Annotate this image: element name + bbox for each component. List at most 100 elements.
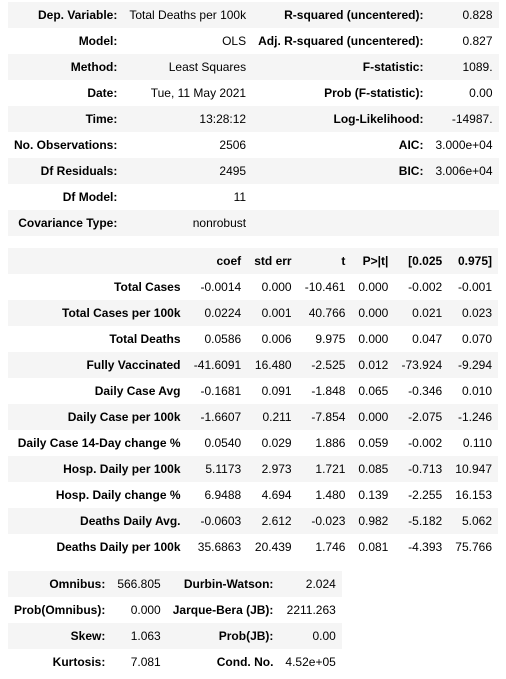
coefficient-value: 0.139: [358, 488, 389, 502]
summary-label: R-squared (uncentered):: [252, 2, 430, 28]
coefficient-row: Hosp. Daily per 100k 5.1173 2.973 1.721 0.08…: [8, 456, 498, 482]
model-summary-body: Dep. Variable: Total Deaths per 100k R-squ…: [8, 2, 499, 236]
diagnostics-value: 2.024: [279, 571, 342, 597]
coefficient-row: Daily Case Avg -0.1681 0.091 -1.848 0.065 -0.…: [8, 378, 498, 404]
diagnostics-value: 0.000: [130, 603, 161, 617]
summary-row: Df Model: 11: [8, 184, 499, 210]
diagnostics-row: Omnibus: 566.805 Durbin-Watson: 2.024: [8, 571, 342, 597]
coefficient-value: 0.982: [351, 508, 395, 534]
diagnostics-body: Omnibus: 566.805 Durbin-Watson: 2.024 Prob(O…: [8, 571, 342, 675]
coefficients-table: coef std err t P>|t| [0.025 0.975] Total Case…: [8, 248, 498, 560]
diagnostics-value: 4.52e+05: [285, 655, 336, 669]
coefficient-value: 0.081: [358, 540, 389, 554]
diagnostics-label: Prob(Omnibus):: [14, 603, 106, 617]
coefficient-value: -0.713: [394, 456, 449, 482]
coefficient-value: -5.182: [394, 508, 449, 534]
coefficient-row: Total Cases per 100k 0.0224 0.001 40.766 0.0…: [8, 300, 498, 326]
diagnostics-row: Kurtosis: 7.081 Cond. No. 4.52e+05: [8, 649, 342, 675]
coefficient-value: 0.211: [247, 404, 298, 430]
summary-value: Least Squares: [123, 54, 253, 80]
diagnostics-label: Cond. No.: [216, 655, 274, 669]
summary-value: 0.00: [469, 86, 493, 100]
summary-value: Total Deaths per 100k: [123, 2, 253, 28]
coefficient-value: 16.153: [455, 488, 492, 502]
coefficient-row: Deaths Daily per 100k 35.6863 20.439 1.746 0…: [8, 534, 498, 560]
coefficient-value: 1.721: [297, 456, 352, 482]
column-header: [0.025: [394, 248, 449, 274]
summary-value: 2506: [219, 138, 247, 152]
coefficient-value: -9.294: [448, 352, 498, 378]
variable-name: Fully Vaccinated: [8, 352, 187, 378]
diagnostics-label: Kurtosis:: [52, 655, 106, 669]
coefficient-value: 0.070: [461, 332, 492, 346]
variable-name: Deaths Daily Avg.: [8, 508, 187, 534]
variable-name: Hosp. Daily change %: [55, 488, 181, 502]
summary-value: 3.000e+04: [435, 138, 493, 152]
summary-label: Covariance Type:: [8, 210, 124, 236]
coefficient-value: 5.062: [448, 508, 498, 534]
summary-label: Method:: [8, 54, 124, 80]
coefficient-value: -0.002: [408, 436, 443, 450]
coefficient-row: Daily Case per 100k -1.6607 0.211 -7.854 0.0…: [8, 404, 498, 430]
coefficient-value: 0.000: [351, 300, 395, 326]
coefficient-value: 1.480: [315, 488, 346, 502]
coefficient-value: 0.001: [247, 300, 298, 326]
coefficient-value: 0.0586: [204, 332, 242, 346]
summary-label: AIC:: [398, 138, 424, 152]
summary-row: Df Residuals: 2495 BIC: 3.006e+04: [8, 158, 499, 184]
coefficient-value: -0.1681: [200, 384, 242, 398]
diagnostics-label: Jarque-Bera (JB):: [172, 603, 274, 617]
coefficient-value: -1.848: [311, 384, 346, 398]
column-header: t: [297, 248, 352, 274]
coefficient-value: 0.006: [261, 332, 292, 346]
summary-label: Model:: [78, 34, 118, 48]
coefficient-value: 0.029: [261, 436, 292, 450]
summary-label: Date:: [87, 86, 118, 100]
summary-value: [429, 184, 498, 210]
summary-row: Dep. Variable: Total Deaths per 100k R-squ…: [8, 2, 499, 28]
coefficient-value: 2.973: [247, 456, 298, 482]
diagnostics-label: Prob(JB):: [166, 623, 280, 649]
coefficient-value: 0.000: [261, 280, 292, 294]
summary-value: 1089.: [429, 54, 499, 80]
coefficient-value: 1.886: [315, 436, 346, 450]
coefficient-value: -0.002: [408, 280, 443, 294]
coefficient-value: 0.010: [461, 384, 492, 398]
coefficient-value: -0.346: [408, 384, 443, 398]
column-header: P>|t|: [351, 248, 395, 274]
coefficient-value: -41.6091: [186, 352, 248, 378]
column-header: coef: [186, 248, 248, 274]
coefficient-value: 0.000: [358, 332, 389, 346]
summary-label: Log-Likelihood:: [252, 106, 430, 132]
coefficient-value: 0.000: [351, 404, 395, 430]
coefficient-value: 1.746: [315, 540, 346, 554]
model-summary-table: Dep. Variable: Total Deaths per 100k R-squ…: [8, 2, 499, 236]
variable-name: Hosp. Daily per 100k: [8, 456, 187, 482]
diagnostics-value: 1.063: [111, 623, 167, 649]
coefficient-value: -1.6607: [186, 404, 248, 430]
coefficient-value: -1.246: [448, 404, 498, 430]
coefficient-value: 0.085: [351, 456, 395, 482]
coefficient-value: -10.461: [304, 280, 346, 294]
variable-name: Total Cases per 100k: [8, 300, 187, 326]
summary-label: Time:: [8, 106, 124, 132]
summary-value: -14987.: [429, 106, 499, 132]
coefficient-value: -2.075: [394, 404, 449, 430]
variable-name: Deaths Daily per 100k: [56, 540, 181, 554]
coefficient-value: 4.694: [261, 488, 292, 502]
summary-row: Method: Least Squares F-statistic: 1089.: [8, 54, 499, 80]
coefficient-value: 0.023: [448, 300, 498, 326]
summary-label: Dep. Variable:: [8, 2, 124, 28]
summary-value: 0.828: [429, 2, 499, 28]
summary-label: Adj. R-squared (uncentered):: [258, 34, 424, 48]
summary-row: Date: Tue, 11 May 2021 Prob (F-statistic):…: [8, 80, 499, 106]
coefficient-row: Deaths Daily Avg. -0.0603 2.612 -0.023 0.982…: [8, 508, 498, 534]
summary-value: [429, 210, 499, 236]
coefficient-value: 0.059: [358, 436, 389, 450]
coefficient-value: -0.023: [297, 508, 352, 534]
coefficient-value: 6.9488: [204, 488, 242, 502]
summary-value: 11: [233, 190, 247, 204]
coefficient-value: 0.0224: [186, 300, 248, 326]
variable-name: Total Cases: [114, 280, 181, 294]
coefficient-value: -73.924: [394, 352, 449, 378]
